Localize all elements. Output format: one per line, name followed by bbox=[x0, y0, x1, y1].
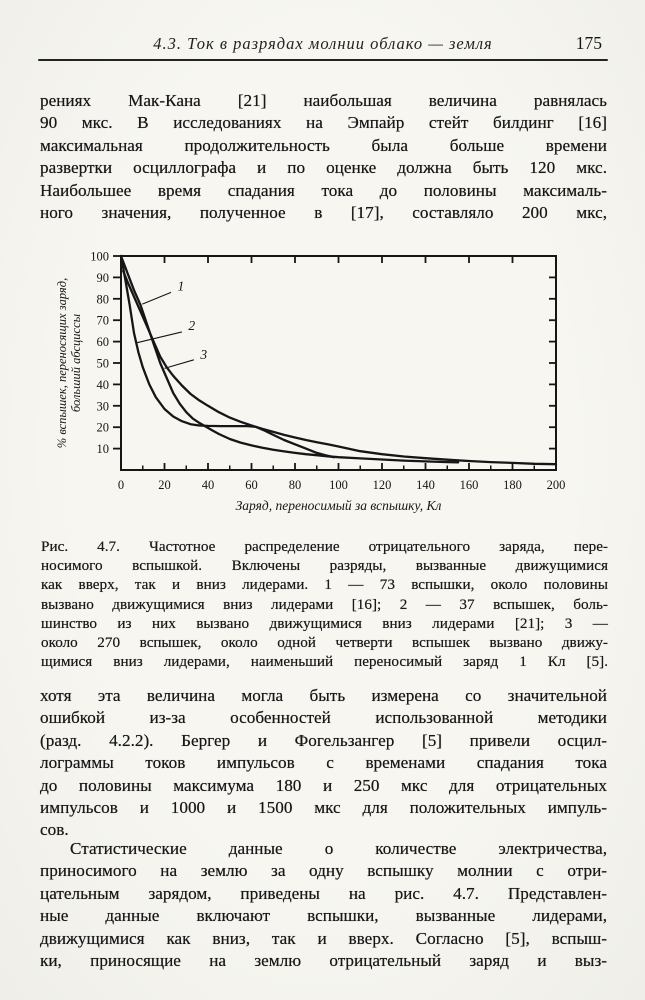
charge-distribution-chart: 10 20 30 40 50 60 70 80 90 100 0 20 40 60 80 100 120 140 1… bbox=[50, 246, 620, 541]
svg-text:3: 3 bbox=[199, 347, 207, 362]
svg-text:Заряд, переносимый за вспышку,: Заряд, переносимый за вспышку, Кл bbox=[236, 498, 442, 513]
text-line: цательным зарядом, приведены на рис. 4.7… bbox=[40, 883, 607, 903]
running-title: 4.3. Ток в разрядах молнии облако — земл… bbox=[153, 34, 493, 53]
svg-text:10: 10 bbox=[97, 442, 110, 456]
text-line: Статистические данные о количестве элект… bbox=[70, 839, 607, 858]
svg-text:90: 90 bbox=[97, 271, 110, 285]
svg-text:100: 100 bbox=[329, 478, 348, 492]
text-line: максимальная продолжительность была боль… bbox=[40, 135, 607, 155]
text-line: ные данные включают вспышки, вызванные л… bbox=[40, 906, 607, 926]
text-line: хотя эта величина могла быть измерена со… bbox=[40, 686, 607, 705]
svg-text:0: 0 bbox=[118, 478, 124, 492]
text-line: 90 мкс. В исследованиях на Эмпайр стейт … bbox=[40, 113, 607, 133]
text-line: до половины максимума 180 и 250 мкс для … bbox=[40, 775, 607, 795]
text-line: лограммы токов импульсов с временами спа… bbox=[40, 753, 607, 773]
svg-text:200: 200 bbox=[547, 478, 566, 492]
caption-line: шинство из них вызвано движущимися вниз … bbox=[41, 614, 608, 632]
svg-text:80: 80 bbox=[97, 292, 110, 306]
text-line: ного значения, полученное в [17], состав… bbox=[40, 203, 607, 223]
svg-text:180: 180 bbox=[503, 478, 522, 492]
svg-text:1: 1 bbox=[178, 278, 185, 293]
svg-text:160: 160 bbox=[460, 478, 479, 492]
figure-4-7: 10 20 30 40 50 60 70 80 90 100 0 20 40 60 80 100 120 140 1… bbox=[50, 246, 620, 531]
text-line: (разд. 4.2.2). Бергер и Фогельзангер [5]… bbox=[40, 730, 607, 750]
svg-text:80: 80 bbox=[289, 478, 302, 492]
caption-line: как вверх, так и вниз лидерами. 1 — 73 в… bbox=[41, 576, 608, 594]
page-number: 175 bbox=[575, 33, 602, 53]
svg-text:больший абсциссы: больший абсциссы bbox=[69, 313, 83, 412]
text-line: движущимися как вниз, так и вверх. Согла… bbox=[40, 928, 607, 948]
svg-text:20: 20 bbox=[158, 478, 171, 492]
paragraph-3: Статистические данные о количестве элект… bbox=[40, 838, 607, 972]
svg-text:50: 50 bbox=[97, 357, 110, 371]
text-line: приносимого на землю за одну вспышку мол… bbox=[40, 861, 607, 881]
caption-line: Рис. 4.7. Частотное распределение отрица… bbox=[41, 538, 608, 555]
text-line: развертки осциллографа и по оценке должн… bbox=[40, 158, 607, 178]
text-line: ошибкой из-за особенностей использованно… bbox=[40, 708, 607, 728]
svg-text:30: 30 bbox=[97, 399, 110, 413]
svg-text:% вспышек, переносящих заряд,: % вспышек, переносящих заряд, bbox=[55, 278, 69, 448]
paragraph-1: рениях Мак-Кана [21] наибольшая величина… bbox=[40, 90, 607, 224]
text-line: рениях Мак-Кана [21] наибольшая величина… bbox=[40, 91, 607, 110]
svg-text:60: 60 bbox=[245, 478, 258, 492]
header-rule bbox=[38, 59, 608, 61]
text-line: сов. bbox=[40, 820, 69, 840]
svg-text:140: 140 bbox=[416, 478, 435, 492]
svg-text:40: 40 bbox=[97, 378, 110, 392]
chart-svg: 10 20 30 40 50 60 70 80 90 100 0 20 40 60 80 100 120 140 1… bbox=[55, 250, 566, 514]
svg-text:40: 40 bbox=[202, 478, 215, 492]
svg-text:70: 70 bbox=[97, 314, 110, 328]
text-line: ки, приносящие на землю отрицательный за… bbox=[40, 951, 607, 971]
svg-text:120: 120 bbox=[373, 478, 392, 492]
svg-text:2: 2 bbox=[188, 318, 195, 333]
text-line: импульсов и 1000 и 1500 мкс для положите… bbox=[40, 798, 607, 818]
page-header: 4.3. Ток в разрядах молнии облако — земл… bbox=[38, 33, 608, 58]
caption-line: около 270 вспышек, около одной четверти … bbox=[41, 634, 608, 652]
figure-caption: Рис. 4.7. Частотное распределение отрица… bbox=[41, 537, 608, 671]
paragraph-2: хотя эта величина могла быть измерена со… bbox=[40, 685, 607, 842]
caption-line: вызвано движущимися вниз лидерами [16]; … bbox=[41, 595, 608, 613]
svg-text:20: 20 bbox=[97, 421, 110, 435]
svg-text:100: 100 bbox=[90, 250, 109, 264]
caption-line: щимися вниз лидерами, наименьший перенос… bbox=[41, 653, 608, 671]
caption-line: носимого вспышкой. Включены разряды, выз… bbox=[41, 557, 608, 575]
svg-text:60: 60 bbox=[97, 335, 110, 349]
text-line: Наибольшее время спадания тока до полови… bbox=[40, 180, 607, 200]
